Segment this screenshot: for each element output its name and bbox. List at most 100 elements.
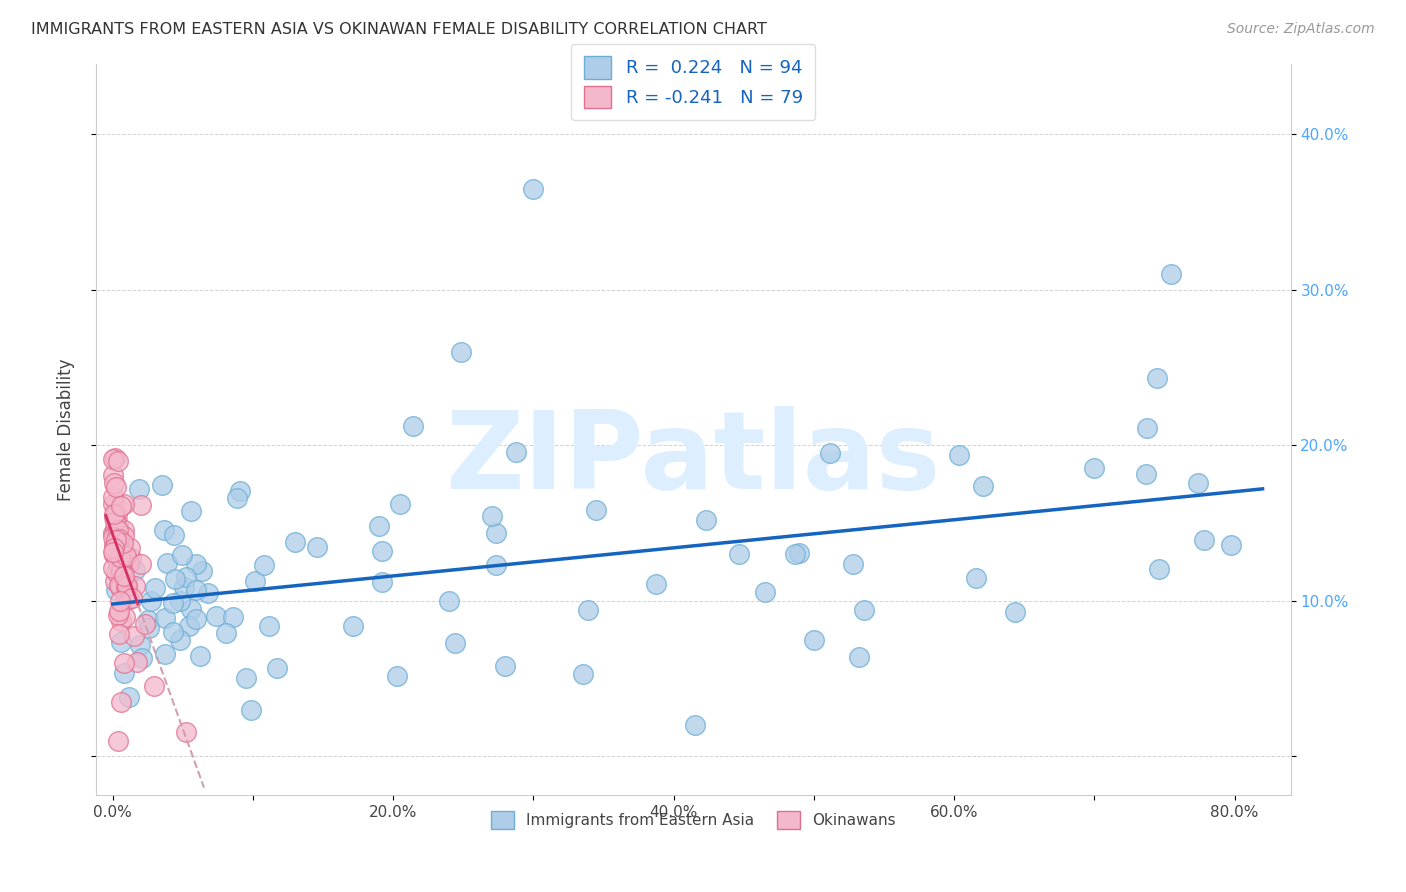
Point: [122, 629, 145, 643]
Point: [117, 579, 139, 593]
Point: [105, 498, 128, 512]
Point: [112, 497, 135, 511]
Point: [783, 547, 806, 561]
Point: [180, 504, 202, 518]
Text: IMMIGRANTS FROM EASTERN ASIA VS OKINAWAN FEMALE DISABILITY CORRELATION CHART: IMMIGRANTS FROM EASTERN ASIA VS OKINAWAN…: [31, 22, 766, 37]
Point: [103, 452, 125, 467]
Point: [437, 594, 460, 608]
Point: [108, 550, 131, 565]
Point: [105, 539, 128, 553]
Point: [112, 523, 135, 537]
Point: [110, 566, 132, 580]
Point: [191, 564, 214, 578]
Point: [388, 497, 411, 511]
Point: [124, 563, 146, 577]
Point: [1136, 420, 1159, 434]
Text: Source: ZipAtlas.com: Source: ZipAtlas.com: [1227, 22, 1375, 37]
Point: [156, 556, 179, 570]
Point: [695, 513, 717, 527]
Point: [107, 607, 129, 622]
Point: [853, 603, 876, 617]
Point: [367, 519, 389, 533]
Point: [188, 648, 211, 663]
Point: [103, 510, 125, 524]
Point: [103, 537, 125, 551]
Point: [485, 558, 508, 572]
Point: [153, 610, 176, 624]
Point: [108, 580, 131, 594]
Point: [118, 556, 141, 570]
Point: [1083, 460, 1105, 475]
Point: [165, 572, 187, 586]
Point: [107, 560, 129, 574]
Point: [240, 703, 263, 717]
Point: [1146, 371, 1168, 385]
Point: [143, 679, 166, 693]
Point: [371, 574, 394, 589]
Point: [107, 524, 129, 538]
Point: [108, 603, 131, 617]
Point: [948, 448, 970, 462]
Point: [818, 446, 841, 460]
Point: [754, 585, 776, 599]
Point: [728, 547, 751, 561]
Point: [245, 574, 267, 589]
Point: [105, 549, 128, 564]
Point: [103, 475, 125, 490]
Point: [110, 614, 132, 628]
Point: [174, 725, 197, 739]
Point: [115, 575, 138, 590]
Point: [103, 497, 125, 511]
Point: [170, 549, 193, 563]
Point: [972, 479, 994, 493]
Point: [120, 551, 142, 566]
Point: [842, 557, 865, 571]
Point: [162, 625, 184, 640]
Point: [110, 559, 132, 574]
Point: [177, 619, 200, 633]
Point: [103, 451, 125, 466]
Point: [184, 612, 207, 626]
Point: [105, 480, 128, 494]
Point: [108, 532, 131, 546]
Point: [450, 345, 472, 359]
Point: [485, 526, 508, 541]
Point: [105, 565, 128, 579]
Point: [112, 666, 135, 681]
Point: [103, 548, 125, 562]
Point: [104, 540, 127, 554]
Point: [153, 523, 176, 537]
Point: [107, 516, 129, 531]
Point: [1160, 267, 1182, 281]
Point: [494, 659, 516, 673]
Point: [174, 570, 197, 584]
Point: [235, 671, 257, 685]
Point: [225, 491, 247, 506]
Y-axis label: Female Disability: Female Disability: [58, 359, 75, 501]
Point: [108, 594, 131, 608]
Point: [1187, 475, 1209, 490]
Point: [644, 577, 666, 591]
Point: [107, 556, 129, 570]
Point: [522, 181, 544, 195]
Point: [153, 647, 176, 661]
Point: [103, 507, 125, 521]
Point: [385, 669, 408, 683]
Legend: Immigrants from Eastern Asia, Okinawans: Immigrants from Eastern Asia, Okinawans: [485, 805, 901, 835]
Point: [186, 582, 208, 597]
Point: [108, 550, 131, 565]
Point: [444, 636, 467, 650]
Point: [215, 626, 238, 640]
Point: [104, 533, 127, 547]
Text: ZIPatlas: ZIPatlas: [446, 406, 941, 512]
Point: [105, 507, 128, 521]
Point: [104, 540, 127, 554]
Point: [110, 543, 132, 558]
Point: [184, 557, 207, 571]
Point: [105, 532, 128, 546]
Point: [127, 655, 149, 669]
Point: [103, 561, 125, 575]
Point: [121, 591, 143, 605]
Point: [505, 444, 527, 458]
Point: [110, 564, 132, 578]
